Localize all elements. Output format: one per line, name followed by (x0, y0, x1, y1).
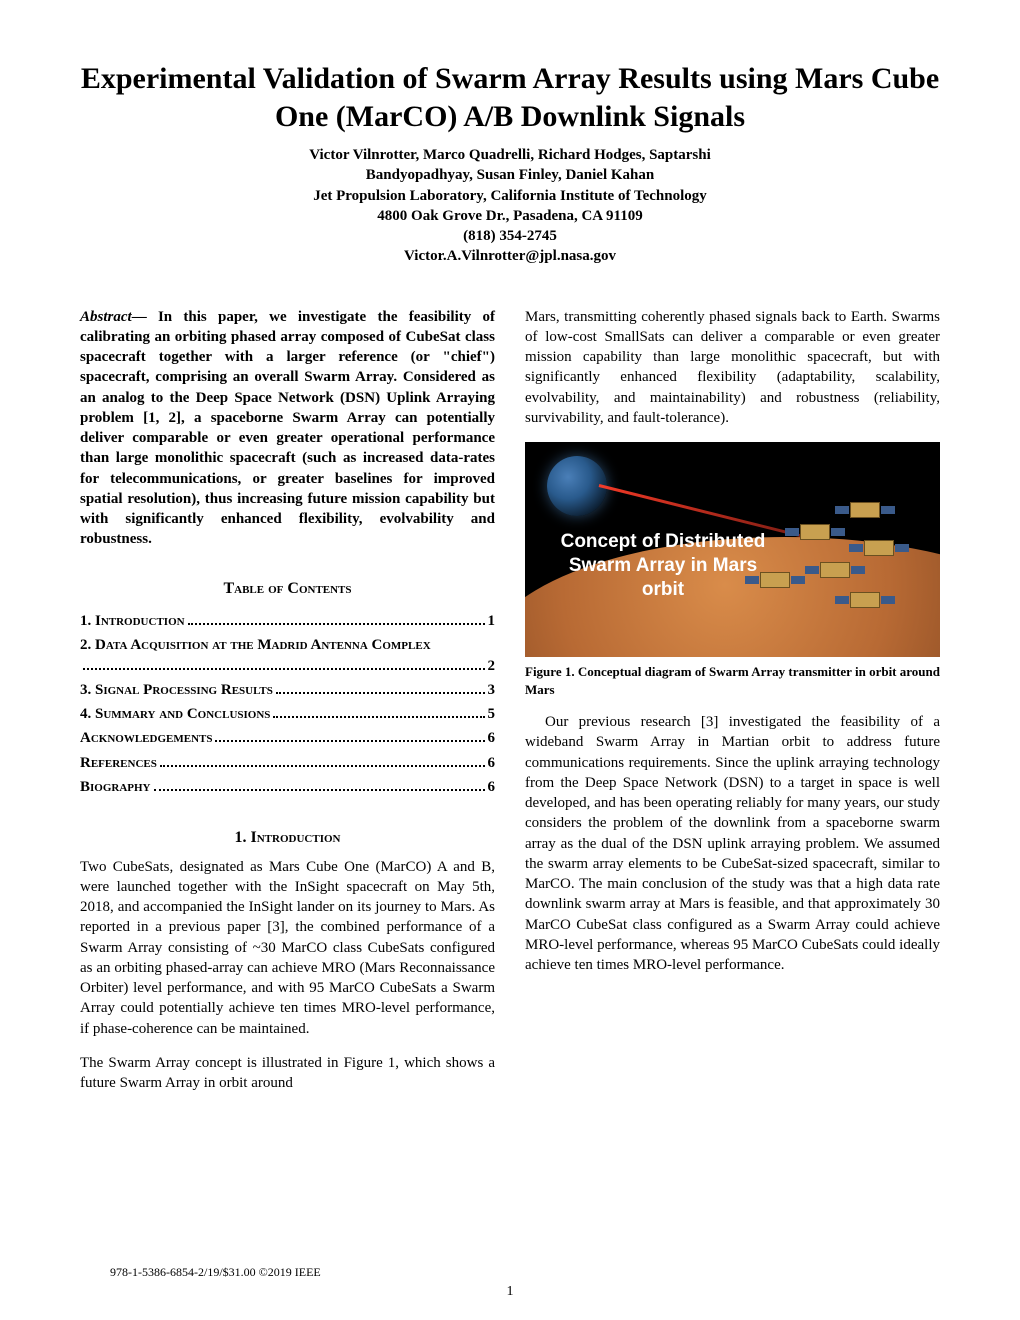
affiliation: Jet Propulsion Laboratory, California In… (313, 188, 707, 204)
copyright-footer: 978-1-5386-6854-2/19/$31.00 ©2019 IEEE (110, 1265, 321, 1280)
satellite-icon (820, 562, 850, 578)
toc-label: Biography (80, 777, 151, 797)
toc-label: 4. Summary and Conclusions (80, 704, 270, 724)
intro-para-2: The Swarm Array concept is illustrated i… (80, 1053, 495, 1094)
toc-label: 1. Introduction (80, 611, 185, 631)
authors-line-1: Victor Vilnrotter, Marco Quadrelli, Rich… (309, 147, 711, 163)
author-block: Victor Vilnrotter, Marco Quadrelli, Rich… (80, 145, 940, 267)
abstract-dash: — (132, 309, 147, 325)
phone: (818) 354-2745 (463, 228, 557, 244)
figure-overlay-line1: Concept of Distributed (561, 531, 766, 552)
figure-overlay-line2: Swarm Array in Mars (569, 555, 757, 576)
section-1-heading: 1. Introduction (80, 827, 495, 849)
toc-page: 2 (488, 656, 496, 676)
toc-entry: 2. Data Acquisition at the Madrid Antenn… (80, 635, 495, 676)
figure-1: Concept of Distributed Swarm Array in Ma… (525, 442, 940, 657)
abstract-text: In this paper, we investigate the feasib… (80, 309, 495, 548)
toc-entry: 4. Summary and Conclusions 5 (80, 704, 495, 724)
satellite-icon (864, 540, 894, 556)
table-of-contents: 1. Introduction 1 2. Data Acquisition at… (80, 611, 495, 797)
satellite-icon (850, 592, 880, 608)
toc-entry: References 6 (80, 753, 495, 773)
toc-leader (215, 740, 484, 742)
toc-page: 6 (488, 753, 496, 773)
abstract: Abstract— In this paper, we investigate … (80, 307, 495, 550)
figure-1-caption: Figure 1. Conceptual diagram of Swarm Ar… (525, 663, 940, 698)
abstract-label: Abstract (80, 309, 132, 325)
toc-label: 2. Data Acquisition at the Madrid Antenn… (80, 635, 495, 655)
toc-entry: 1. Introduction 1 (80, 611, 495, 631)
paper-page: Experimental Validation of Swarm Array R… (0, 0, 1020, 1320)
toc-leader (83, 668, 485, 670)
toc-label: References (80, 753, 157, 773)
toc-leader (188, 623, 485, 625)
toc-heading: Table of Contents (80, 578, 495, 600)
figure-overlay-text: Concept of Distributed Swarm Array in Ma… (553, 530, 773, 601)
toc-page: 1 (488, 611, 496, 631)
toc-label: 3. Signal Processing Results (80, 680, 273, 700)
toc-leader (276, 692, 485, 694)
address: 4800 Oak Grove Dr., Pasadena, CA 91109 (377, 208, 642, 224)
left-column: Abstract— In this paper, we investigate … (80, 307, 495, 1108)
satellite-icon (850, 502, 880, 518)
toc-entry: Acknowledgements 6 (80, 728, 495, 748)
toc-leader (273, 716, 484, 718)
figure-overlay-line3: orbit (642, 579, 684, 600)
toc-page: 6 (488, 728, 496, 748)
toc-entry: Biography 6 (80, 777, 495, 797)
authors-line-2: Bandyopadhyay, Susan Finley, Daniel Kaha… (366, 167, 654, 183)
page-number: 1 (507, 1284, 514, 1300)
toc-page: 5 (488, 704, 496, 724)
right-para-1: Mars, transmitting coherently phased sig… (525, 307, 940, 429)
right-para-2: Our previous research [3] investigated t… (525, 712, 940, 975)
toc-page: 3 (488, 680, 496, 700)
two-column-body: Abstract— In this paper, we investigate … (80, 307, 940, 1108)
right-column: Mars, transmitting coherently phased sig… (525, 307, 940, 1108)
paper-title: Experimental Validation of Swarm Array R… (80, 60, 940, 135)
satellite-icon (800, 524, 830, 540)
toc-entry: 3. Signal Processing Results 3 (80, 680, 495, 700)
email: Victor.A.Vilnrotter@jpl.nasa.gov (404, 248, 616, 264)
toc-label: Acknowledgements (80, 728, 212, 748)
toc-leader (160, 765, 485, 767)
toc-leader (154, 789, 485, 791)
toc-page: 6 (488, 777, 496, 797)
intro-para-1: Two CubeSats, designated as Mars Cube On… (80, 857, 495, 1039)
